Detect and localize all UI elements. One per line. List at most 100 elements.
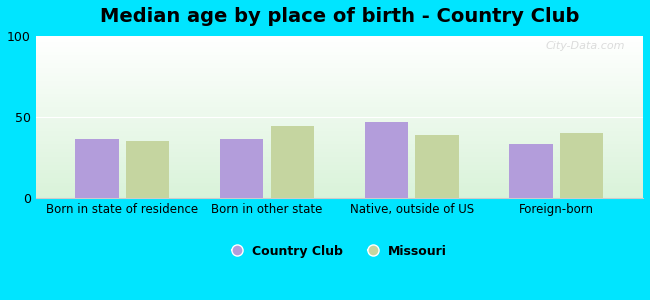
Bar xyxy=(36,157,643,159)
Bar xyxy=(36,50,643,52)
Bar xyxy=(36,185,643,186)
Bar xyxy=(36,75,643,76)
Bar xyxy=(36,89,643,91)
Bar xyxy=(36,120,643,122)
Bar xyxy=(36,102,643,104)
Bar xyxy=(36,175,643,177)
Bar xyxy=(36,57,643,58)
Bar xyxy=(36,133,643,135)
Bar xyxy=(36,62,643,63)
Bar xyxy=(36,130,643,131)
Bar xyxy=(36,97,643,99)
Bar xyxy=(36,70,643,71)
Bar xyxy=(36,194,643,196)
Bar xyxy=(36,164,643,165)
Bar xyxy=(36,118,643,120)
Bar xyxy=(36,138,643,140)
Bar xyxy=(36,165,643,167)
Bar xyxy=(36,88,643,89)
Bar xyxy=(36,169,643,170)
Bar xyxy=(36,36,643,38)
Bar xyxy=(36,135,643,136)
Bar xyxy=(510,144,552,198)
Bar xyxy=(36,112,643,113)
Bar xyxy=(36,152,643,154)
Bar xyxy=(36,154,643,156)
Bar xyxy=(36,122,643,123)
Bar xyxy=(415,135,459,198)
Bar xyxy=(36,65,643,67)
Bar xyxy=(36,140,643,141)
Bar xyxy=(36,42,643,44)
Bar xyxy=(36,58,643,60)
Bar xyxy=(36,144,643,146)
Bar xyxy=(36,128,643,130)
Bar xyxy=(36,44,643,46)
Bar xyxy=(36,84,643,86)
Bar xyxy=(36,193,643,194)
Bar xyxy=(36,127,643,128)
Bar xyxy=(365,122,408,198)
Bar xyxy=(36,107,643,109)
Bar xyxy=(36,160,643,162)
Title: Median age by place of birth - Country Club: Median age by place of birth - Country C… xyxy=(99,7,579,26)
Bar xyxy=(126,141,170,198)
Bar xyxy=(36,49,643,50)
Bar xyxy=(36,104,643,105)
Bar xyxy=(36,146,643,148)
Bar xyxy=(220,140,263,198)
Text: City-Data.com: City-Data.com xyxy=(545,41,625,51)
Bar xyxy=(36,100,643,102)
Bar xyxy=(36,167,643,169)
Bar xyxy=(36,180,643,182)
Bar xyxy=(36,86,643,88)
Bar xyxy=(36,115,643,117)
Bar xyxy=(75,140,119,198)
Bar xyxy=(36,186,643,188)
Bar xyxy=(36,38,643,39)
Bar xyxy=(36,156,643,157)
Bar xyxy=(36,142,643,144)
Bar xyxy=(36,52,643,54)
Bar xyxy=(36,80,643,81)
Bar xyxy=(36,94,643,96)
Bar xyxy=(36,81,643,83)
Bar xyxy=(36,131,643,133)
Bar xyxy=(36,149,643,151)
Bar xyxy=(36,71,643,73)
Bar xyxy=(36,73,643,75)
Bar xyxy=(36,170,643,172)
Bar xyxy=(36,46,643,47)
Bar xyxy=(36,183,643,185)
Legend: Country Club, Missouri: Country Club, Missouri xyxy=(227,240,452,262)
Bar xyxy=(36,78,643,80)
Bar xyxy=(36,91,643,92)
Bar xyxy=(36,159,643,161)
Bar xyxy=(36,172,643,173)
Bar xyxy=(36,151,643,152)
Bar xyxy=(36,136,643,138)
Bar xyxy=(36,60,643,62)
Bar xyxy=(36,96,643,97)
Bar xyxy=(36,117,643,118)
Bar xyxy=(36,109,643,110)
Bar xyxy=(36,177,643,178)
Bar xyxy=(36,196,643,198)
Bar xyxy=(36,125,643,127)
Bar xyxy=(36,67,643,68)
Bar xyxy=(36,162,643,164)
Bar xyxy=(270,127,314,198)
Bar xyxy=(36,178,643,180)
Bar xyxy=(36,123,643,125)
Bar xyxy=(36,99,643,100)
Bar xyxy=(36,41,643,42)
Bar xyxy=(36,141,643,142)
Bar xyxy=(36,113,643,115)
Bar xyxy=(36,76,643,78)
Bar xyxy=(36,55,643,57)
Bar xyxy=(36,92,643,94)
Bar xyxy=(36,68,643,70)
Bar xyxy=(36,63,643,65)
Bar xyxy=(36,191,643,193)
Bar xyxy=(36,39,643,41)
